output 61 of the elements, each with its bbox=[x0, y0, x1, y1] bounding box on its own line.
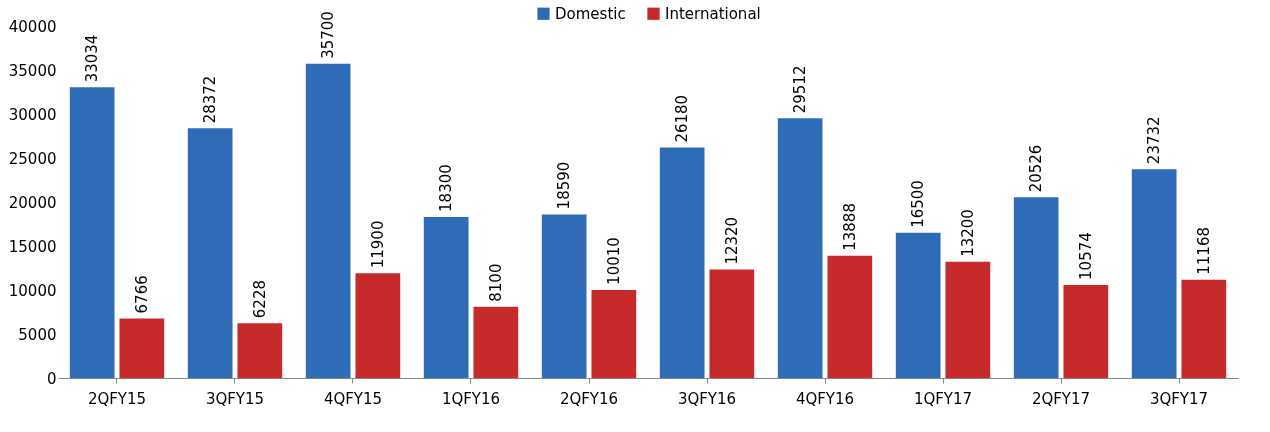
bar bbox=[1131, 169, 1177, 378]
y-tick-label: 35000 bbox=[8, 61, 57, 80]
data-label: 13200 bbox=[958, 209, 977, 257]
data-label: 10010 bbox=[604, 237, 623, 285]
y-tick-label: 0 bbox=[46, 369, 57, 388]
data-label: 35700 bbox=[319, 11, 338, 59]
data-label: 28372 bbox=[201, 75, 220, 124]
data-label: 11900 bbox=[368, 220, 387, 269]
data-label: 13888 bbox=[840, 203, 859, 251]
y-tick-label: 30000 bbox=[8, 105, 57, 124]
bar bbox=[305, 63, 351, 378]
bar bbox=[591, 289, 637, 378]
bar bbox=[541, 214, 587, 378]
bar bbox=[423, 216, 469, 378]
data-label: 16500 bbox=[909, 180, 928, 228]
y-tick-label: 5000 bbox=[18, 325, 57, 344]
data-label: 8100 bbox=[486, 263, 505, 302]
bar bbox=[119, 318, 165, 378]
data-label: 26180 bbox=[673, 94, 692, 143]
data-label: 23732 bbox=[1145, 116, 1164, 165]
x-tick-label: 3QFY16 bbox=[677, 389, 737, 408]
bar bbox=[69, 87, 115, 378]
bar bbox=[945, 261, 991, 378]
data-label: 6228 bbox=[250, 280, 269, 319]
data-label: 6766 bbox=[132, 275, 151, 314]
bar bbox=[777, 118, 823, 378]
y-tick-label: 40000 bbox=[8, 17, 57, 36]
legend-label: Domestic bbox=[555, 4, 626, 23]
data-label: 29512 bbox=[791, 65, 810, 114]
data-label: 20526 bbox=[1027, 144, 1046, 193]
bar bbox=[709, 269, 755, 378]
bar bbox=[1063, 284, 1109, 378]
legend-label: International bbox=[665, 4, 761, 23]
bar bbox=[355, 273, 401, 378]
x-tick-label: 4QFY15 bbox=[323, 389, 383, 408]
data-label: 10574 bbox=[1076, 232, 1095, 280]
bar bbox=[1013, 197, 1059, 378]
x-tick-label: 2QFY16 bbox=[559, 389, 619, 408]
x-tick-label: 3QFY15 bbox=[205, 389, 265, 408]
x-tick-label: 2QFY15 bbox=[87, 389, 147, 408]
data-label: 18300 bbox=[437, 164, 456, 212]
bar bbox=[187, 128, 233, 378]
y-tick-label: 10000 bbox=[8, 281, 57, 300]
x-tick-label: 1QFY17 bbox=[913, 389, 973, 408]
bar bbox=[895, 232, 941, 378]
data-label: 33034 bbox=[83, 34, 102, 83]
x-tick-label: 2QFY17 bbox=[1031, 389, 1091, 408]
bar bbox=[827, 255, 873, 378]
x-tick-label: 1QFY16 bbox=[441, 389, 501, 408]
y-tick-label: 20000 bbox=[8, 193, 57, 212]
data-label: 18590 bbox=[555, 161, 574, 210]
bar bbox=[659, 147, 705, 378]
data-label: 12320 bbox=[722, 216, 741, 265]
bar bbox=[1181, 279, 1227, 378]
x-tick-label: 3QFY17 bbox=[1149, 389, 1209, 408]
data-label: 11168 bbox=[1194, 227, 1213, 275]
y-tick-label: 25000 bbox=[8, 149, 57, 168]
bar bbox=[473, 306, 519, 378]
x-tick-label: 4QFY16 bbox=[795, 389, 855, 408]
bar bbox=[237, 323, 283, 378]
y-tick-label: 15000 bbox=[8, 237, 57, 256]
